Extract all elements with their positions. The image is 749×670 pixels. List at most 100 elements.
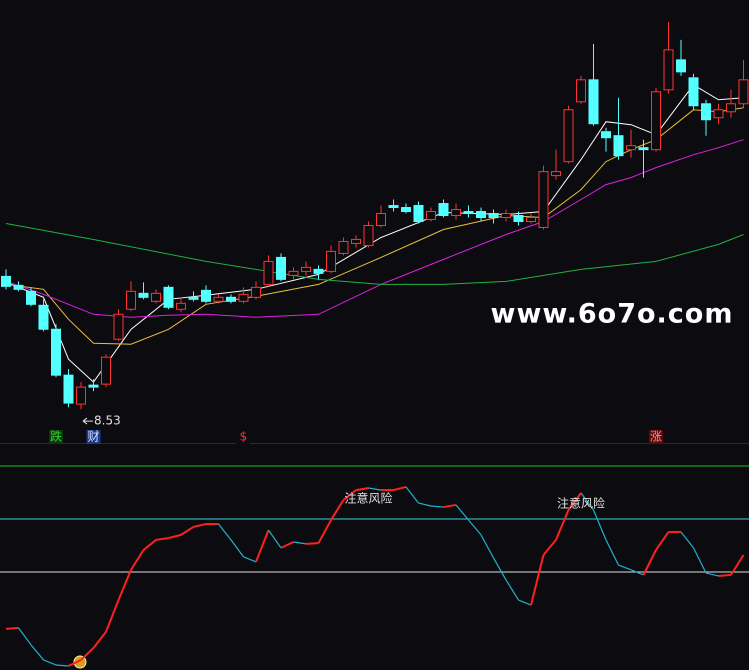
oscillator-segment xyxy=(142,539,157,551)
candle-body xyxy=(438,203,449,217)
oscillator-segment xyxy=(92,631,107,649)
candle-body xyxy=(226,296,236,302)
oscillator-segment xyxy=(293,541,307,545)
oscillator-segment xyxy=(705,572,719,577)
candle-body xyxy=(526,217,536,222)
candle-body xyxy=(251,286,261,298)
candle-body xyxy=(276,256,286,280)
oscillator-segment xyxy=(268,529,282,549)
oscillator-segment xyxy=(218,523,232,541)
oscillator-segment xyxy=(642,549,657,576)
oscillator-segment xyxy=(492,557,507,581)
candle-body xyxy=(288,270,299,276)
candle-body xyxy=(726,103,736,113)
candle-body xyxy=(26,290,36,305)
oscillator-segment xyxy=(330,499,345,521)
signal-label: 财 xyxy=(87,430,99,444)
oscillator-segment xyxy=(680,531,694,549)
oscillator-segment xyxy=(655,531,670,551)
candle-body xyxy=(138,292,149,298)
candle-body xyxy=(476,211,486,219)
candle-body xyxy=(563,109,574,163)
candle-body xyxy=(401,207,411,213)
signal-label: 涨 xyxy=(650,429,662,444)
candle-body xyxy=(13,284,24,290)
candle-body xyxy=(738,79,749,105)
oscillator-segment xyxy=(630,569,644,576)
oscillator-segment xyxy=(5,626,19,630)
oscillator-segment xyxy=(30,644,44,661)
oscillator-segment xyxy=(180,526,195,536)
candle-body xyxy=(663,49,674,91)
oscillator-segment xyxy=(80,647,95,661)
signal-label: 跌 xyxy=(50,429,62,444)
oscillator-segment xyxy=(730,554,745,576)
candle-body xyxy=(676,59,686,73)
candle-body xyxy=(51,328,61,376)
candle-body xyxy=(63,374,74,404)
annotation: 注意风险 xyxy=(344,490,392,505)
candle-body xyxy=(713,109,724,119)
oscillator-segment xyxy=(243,556,257,563)
signal-label: $ xyxy=(240,430,248,444)
candle-body xyxy=(263,260,274,285)
oscillator-segment xyxy=(130,549,145,571)
moving-average xyxy=(5,223,744,285)
signal-box xyxy=(236,430,251,444)
low-arrow xyxy=(82,417,93,425)
moving-average xyxy=(5,139,744,318)
candle-body xyxy=(626,145,636,151)
oscillator-segment xyxy=(305,542,319,545)
oscillator-segment xyxy=(443,503,457,509)
watermark: www.6o7o.com xyxy=(491,299,734,330)
oscillator-segment xyxy=(355,486,369,492)
candle-body xyxy=(38,304,49,330)
oscillator-segment xyxy=(505,579,520,601)
oscillator-segment xyxy=(692,547,707,574)
candle-body xyxy=(426,211,436,221)
candle-body xyxy=(701,103,711,121)
signal-box xyxy=(649,430,663,444)
candle-body xyxy=(601,131,611,139)
oscillator-segment xyxy=(605,539,620,566)
oscillator-segment xyxy=(567,492,582,511)
candle-body xyxy=(351,238,361,244)
low-label: 8.53 xyxy=(94,414,121,428)
candle-body xyxy=(688,77,699,107)
oscillator-segment xyxy=(105,599,120,633)
oscillator-segment xyxy=(592,509,607,541)
candle-body xyxy=(513,215,524,223)
candle-body xyxy=(463,211,474,215)
candle-body xyxy=(188,296,199,300)
oscillator-segment xyxy=(418,502,432,507)
candle-body xyxy=(388,205,399,209)
oscillator-segment xyxy=(480,534,495,559)
oscillator-segment xyxy=(468,519,482,536)
candle-body xyxy=(126,290,136,310)
oscillator-segment xyxy=(580,492,594,511)
candle-body xyxy=(338,240,349,254)
oscillator-segment xyxy=(342,489,357,501)
candle-body xyxy=(363,224,374,246)
annotation: 注意风险 xyxy=(557,496,605,511)
signal-box xyxy=(86,430,101,444)
candle-body xyxy=(176,302,186,310)
candle-body xyxy=(301,266,311,272)
candle-body xyxy=(238,293,249,302)
candle-body xyxy=(313,268,324,274)
oscillator-segment xyxy=(155,537,169,541)
oscillator-segment xyxy=(455,504,469,521)
candle-body xyxy=(88,384,99,388)
candle-body xyxy=(413,205,424,223)
oscillator-segment xyxy=(530,554,545,606)
oscillator-segment xyxy=(430,505,444,508)
oscillator-segment xyxy=(542,539,557,556)
candle-body xyxy=(501,213,511,219)
candle-body xyxy=(163,286,174,308)
candle-body xyxy=(576,79,586,103)
oscillator-segment xyxy=(117,569,132,601)
candle-body xyxy=(551,171,561,177)
oscillator-segment xyxy=(718,573,732,577)
candle-body xyxy=(651,91,661,151)
